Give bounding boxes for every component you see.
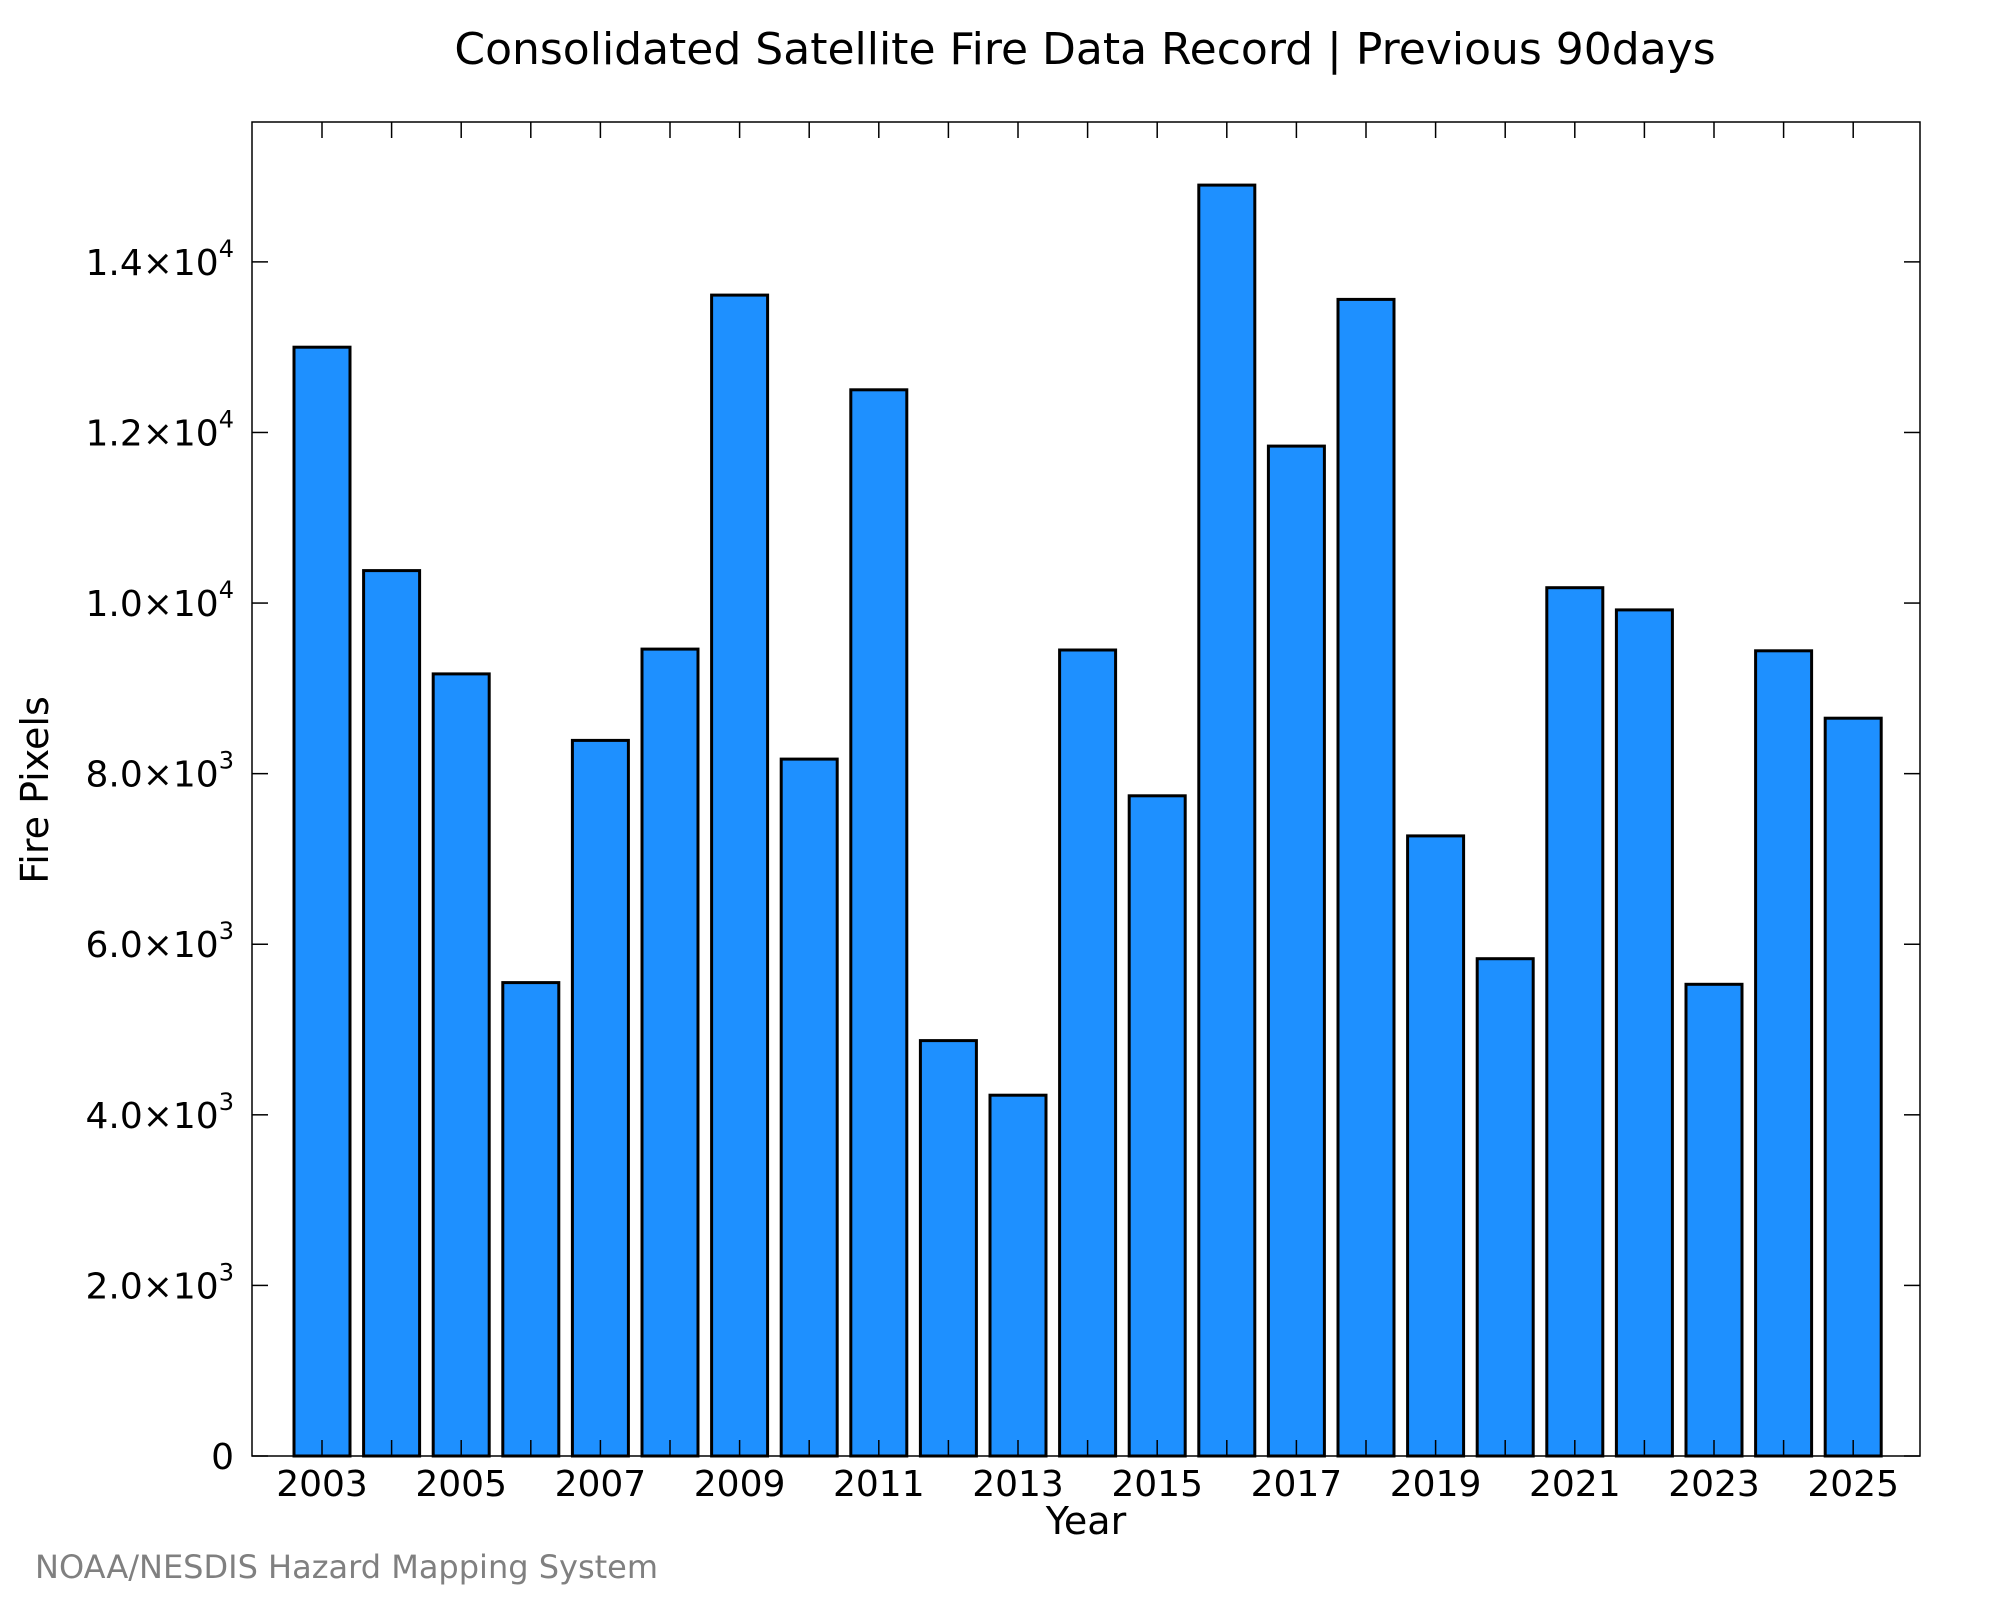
bar-2023 (1684, 982, 1744, 1458)
bar-2011 (849, 388, 909, 1458)
y-tick-label-0: 0 (211, 1437, 234, 1478)
y-tick-label-8000: 8.0×103 (85, 747, 234, 796)
bar-2024 (1754, 649, 1814, 1458)
bar-2025 (1823, 716, 1883, 1458)
x-tick-label-2011: 2011 (833, 1464, 925, 1505)
x-tick-label-2021: 2021 (1529, 1464, 1621, 1505)
bars-layer (292, 183, 1883, 1458)
y-tick-label-14000: 1.4×104 (85, 235, 234, 284)
x-tick-label-2005: 2005 (415, 1464, 507, 1505)
x-tick-label-2003: 2003 (276, 1464, 368, 1505)
y-tick-label-10000: 1.0×104 (85, 576, 234, 625)
bar-2022 (1614, 608, 1674, 1458)
bar-2016 (1197, 183, 1257, 1458)
x-tick-label-2015: 2015 (1111, 1464, 1203, 1505)
bar-2020 (1475, 957, 1535, 1458)
bar-2018 (1336, 297, 1396, 1458)
bar-2013 (988, 1093, 1048, 1458)
bar-2010 (779, 757, 839, 1458)
chart-title: Consolidated Satellite Fire Data Record … (454, 24, 1715, 75)
bar-2012 (918, 1039, 978, 1458)
bar-2004 (362, 569, 422, 1458)
bar-2003 (292, 345, 352, 1458)
y-axis-label: Fire Pixels (13, 696, 57, 884)
bar-2015 (1127, 794, 1187, 1458)
y-tick-label-6000: 6.0×103 (85, 917, 234, 966)
y-tick-label-12000: 1.2×104 (85, 405, 234, 454)
ticks-layer: 2003 2005 2007 2009 2011 2013 2015 2017 2019 2021… (85, 122, 1920, 1505)
x-tick-label-2023: 2023 (1668, 1464, 1760, 1505)
credit-text: NOAA/NESDIS Hazard Mapping System (35, 1548, 658, 1586)
bar-2007 (570, 738, 630, 1458)
x-tick-label-2007: 2007 (555, 1464, 647, 1505)
bar-2006 (501, 981, 561, 1458)
x-tick-label-2017: 2017 (1251, 1464, 1343, 1505)
bar-2008 (640, 647, 700, 1458)
bar-2005 (431, 672, 491, 1458)
bar-2014 (1058, 648, 1118, 1458)
plot-frame (251, 121, 1921, 1457)
x-axis-label: Year (1045, 1499, 1127, 1543)
y-tick-label-2000: 2.0×103 (85, 1258, 234, 1307)
x-tick-label-2019: 2019 (1390, 1464, 1482, 1505)
bar-2017 (1266, 444, 1326, 1458)
x-tick-label-2009: 2009 (694, 1464, 786, 1505)
bar-2019 (1406, 834, 1466, 1458)
bar-2021 (1545, 586, 1605, 1458)
x-tick-label-2025: 2025 (1807, 1464, 1899, 1505)
x-tick-label-2013: 2013 (972, 1464, 1064, 1505)
y-tick-label-4000: 4.0×103 (85, 1088, 234, 1137)
bar-2009 (710, 293, 770, 1458)
